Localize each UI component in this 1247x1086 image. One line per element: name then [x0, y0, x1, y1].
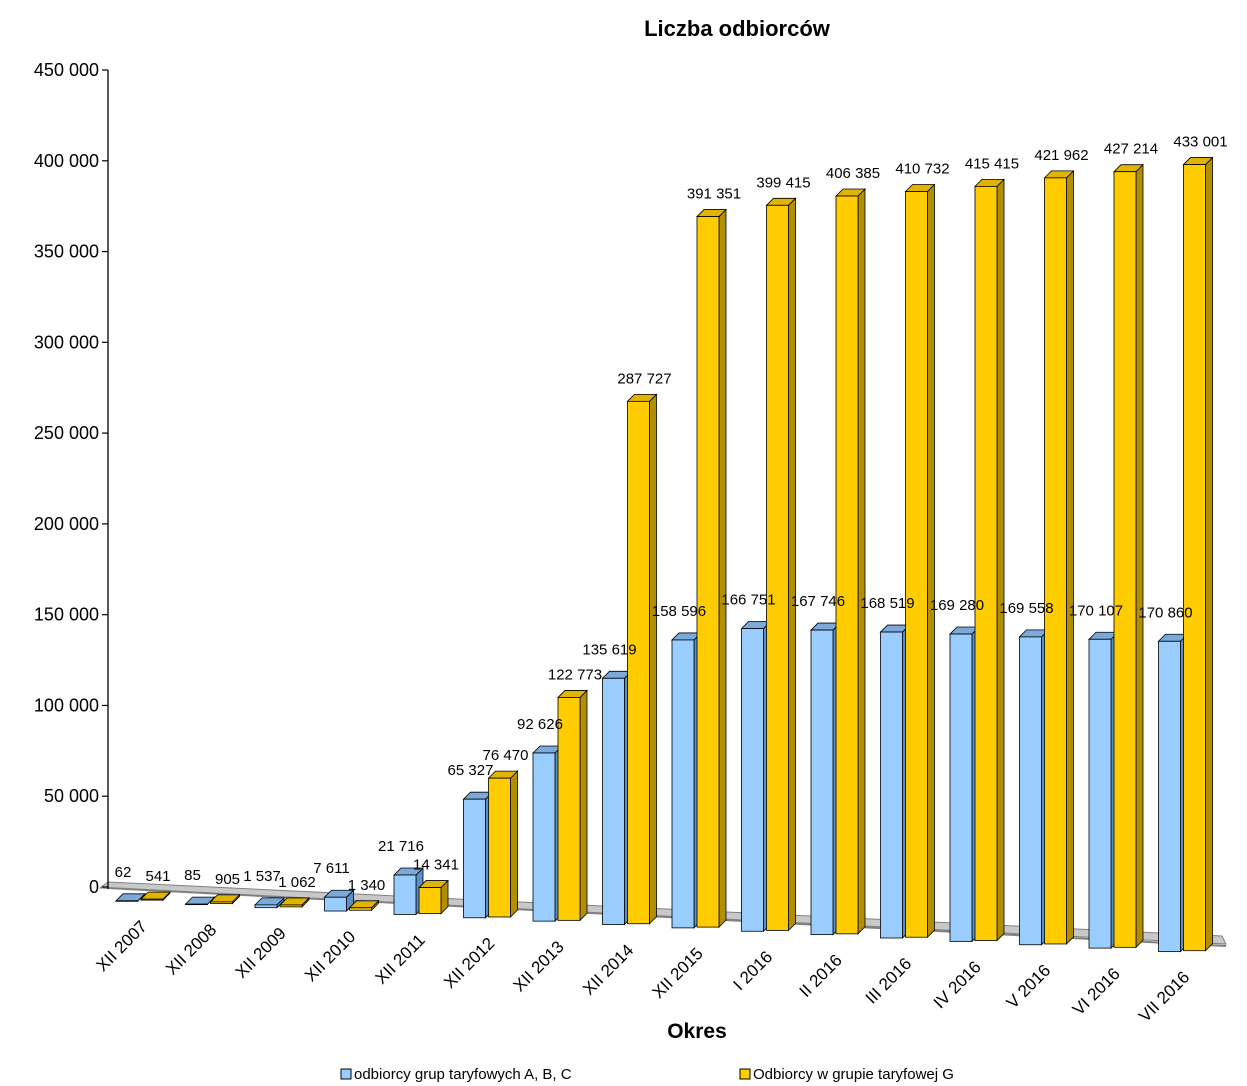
- data-label: 433 001: [1173, 134, 1227, 151]
- y-tick-label: 200 000: [34, 514, 99, 534]
- y-tick-label: 100 000: [34, 695, 99, 715]
- y-tick-label: 450 000: [34, 60, 99, 80]
- legend-label-series-2: Odbiorcy w grupie taryfowej G: [753, 1066, 954, 1083]
- x-tick-label: XII 2013: [510, 937, 568, 995]
- legend-swatch-series-1: [340, 1068, 352, 1080]
- x-tick-label: III 2016: [862, 954, 916, 1008]
- bar-g-11: [904, 183, 936, 939]
- y-tick-label: 350 000: [34, 242, 99, 262]
- legend-label-series-1: odbiorcy grup taryfowych A, B, C: [354, 1066, 572, 1083]
- data-label: 65 327: [448, 762, 494, 779]
- data-label: 135 619: [582, 641, 636, 658]
- x-tick-label: XII 2010: [301, 927, 359, 985]
- x-axis-title: Okres: [667, 1020, 727, 1043]
- bar-abc-2: [254, 896, 285, 909]
- data-label: 168 519: [860, 595, 914, 612]
- x-tick-label: VII 2016: [1135, 968, 1193, 1026]
- data-label: 169 280: [930, 597, 984, 614]
- data-label: 166 751: [721, 592, 775, 609]
- x-tick-label: XII 2008: [162, 920, 220, 978]
- bar-g-7: [626, 393, 658, 925]
- bar-g-4: [418, 879, 449, 915]
- x-tick-label: XII 2012: [440, 934, 498, 992]
- data-label: 21 716: [378, 838, 424, 855]
- bar-g-14: [1113, 163, 1144, 949]
- bar-g-13: [1043, 169, 1075, 945]
- bar-g-5: [487, 770, 519, 918]
- x-tick-label: I 2016: [729, 947, 776, 994]
- y-tick-label: 150 000: [34, 605, 99, 625]
- data-label: 92 626: [517, 716, 563, 733]
- data-label: 421 962: [1034, 147, 1088, 164]
- data-label: 391 351: [687, 186, 741, 203]
- x-tick-label: XII 2015: [649, 944, 707, 1002]
- bar-g-0: [140, 891, 171, 902]
- bar-g-12: [974, 178, 1005, 942]
- chart-title: Liczba odbiorców: [644, 16, 831, 41]
- data-label: 76 470: [483, 747, 529, 764]
- bar-g-15: [1182, 156, 1214, 952]
- data-label: 1 537: [243, 868, 281, 885]
- legend: odbiorcy grup taryfowych A, B, C Odbiorc…: [340, 1066, 954, 1083]
- data-label: 158 596: [652, 603, 706, 620]
- x-tick-label: XII 2009: [232, 924, 290, 982]
- y-tick-label: 50 000: [44, 786, 99, 806]
- bar-g-6: [557, 689, 588, 922]
- data-label: 170 860: [1138, 604, 1192, 621]
- data-label: 122 773: [548, 666, 602, 683]
- bar-g-1: [209, 893, 241, 905]
- y-tick-label: 250 000: [34, 423, 99, 443]
- x-tick-label: XII 2007: [93, 917, 151, 975]
- x-tick-label: V 2016: [1003, 961, 1055, 1013]
- y-tick-label: 0: [89, 877, 99, 897]
- y-tick-label: 300 000: [34, 332, 99, 352]
- data-label: 1 062: [278, 874, 316, 891]
- data-label: 62: [115, 864, 132, 881]
- legend-swatch-series-2: [739, 1068, 751, 1080]
- data-label: 7 611: [313, 860, 349, 877]
- y-tick-label: 400 000: [34, 151, 99, 171]
- x-tick-label: VI 2016: [1069, 964, 1124, 1019]
- data-label: 167 746: [791, 593, 845, 610]
- bar-abc-0: [115, 892, 146, 902]
- data-label: 415 415: [965, 155, 1019, 172]
- data-label: 1 340: [348, 877, 386, 894]
- data-label: 85: [184, 867, 201, 884]
- data-label: 905: [215, 871, 240, 888]
- bar-abc-3: [323, 889, 355, 912]
- data-label: 287 727: [617, 370, 671, 387]
- data-label: 169 558: [999, 600, 1053, 617]
- bar-g-8: [696, 208, 727, 929]
- y-axis-ticks: 0 50 000 100 000 150 000 200 000 250 000 300 0…: [34, 60, 108, 897]
- data-label: 410 732: [895, 161, 949, 178]
- x-tick-label: IV 2016: [930, 957, 985, 1012]
- data-label: 14 341: [413, 857, 459, 874]
- data-label: 427 214: [1104, 141, 1158, 158]
- bar-abc-1: [184, 896, 216, 906]
- bar-g-9: [765, 197, 797, 932]
- x-tick-label: XII 2011: [371, 930, 428, 987]
- data-label: 406 385: [826, 165, 880, 182]
- data-label: 170 107: [1069, 602, 1123, 619]
- bar-g-2: [279, 896, 310, 908]
- x-tick-label: XII 2014: [579, 941, 637, 999]
- data-label: 541: [145, 868, 170, 885]
- data-label: 399 415: [756, 174, 810, 191]
- bars: [115, 156, 1214, 953]
- bar-g-10: [835, 188, 866, 935]
- bar-g-3: [348, 899, 380, 912]
- x-tick-label: II 2016: [796, 951, 846, 1001]
